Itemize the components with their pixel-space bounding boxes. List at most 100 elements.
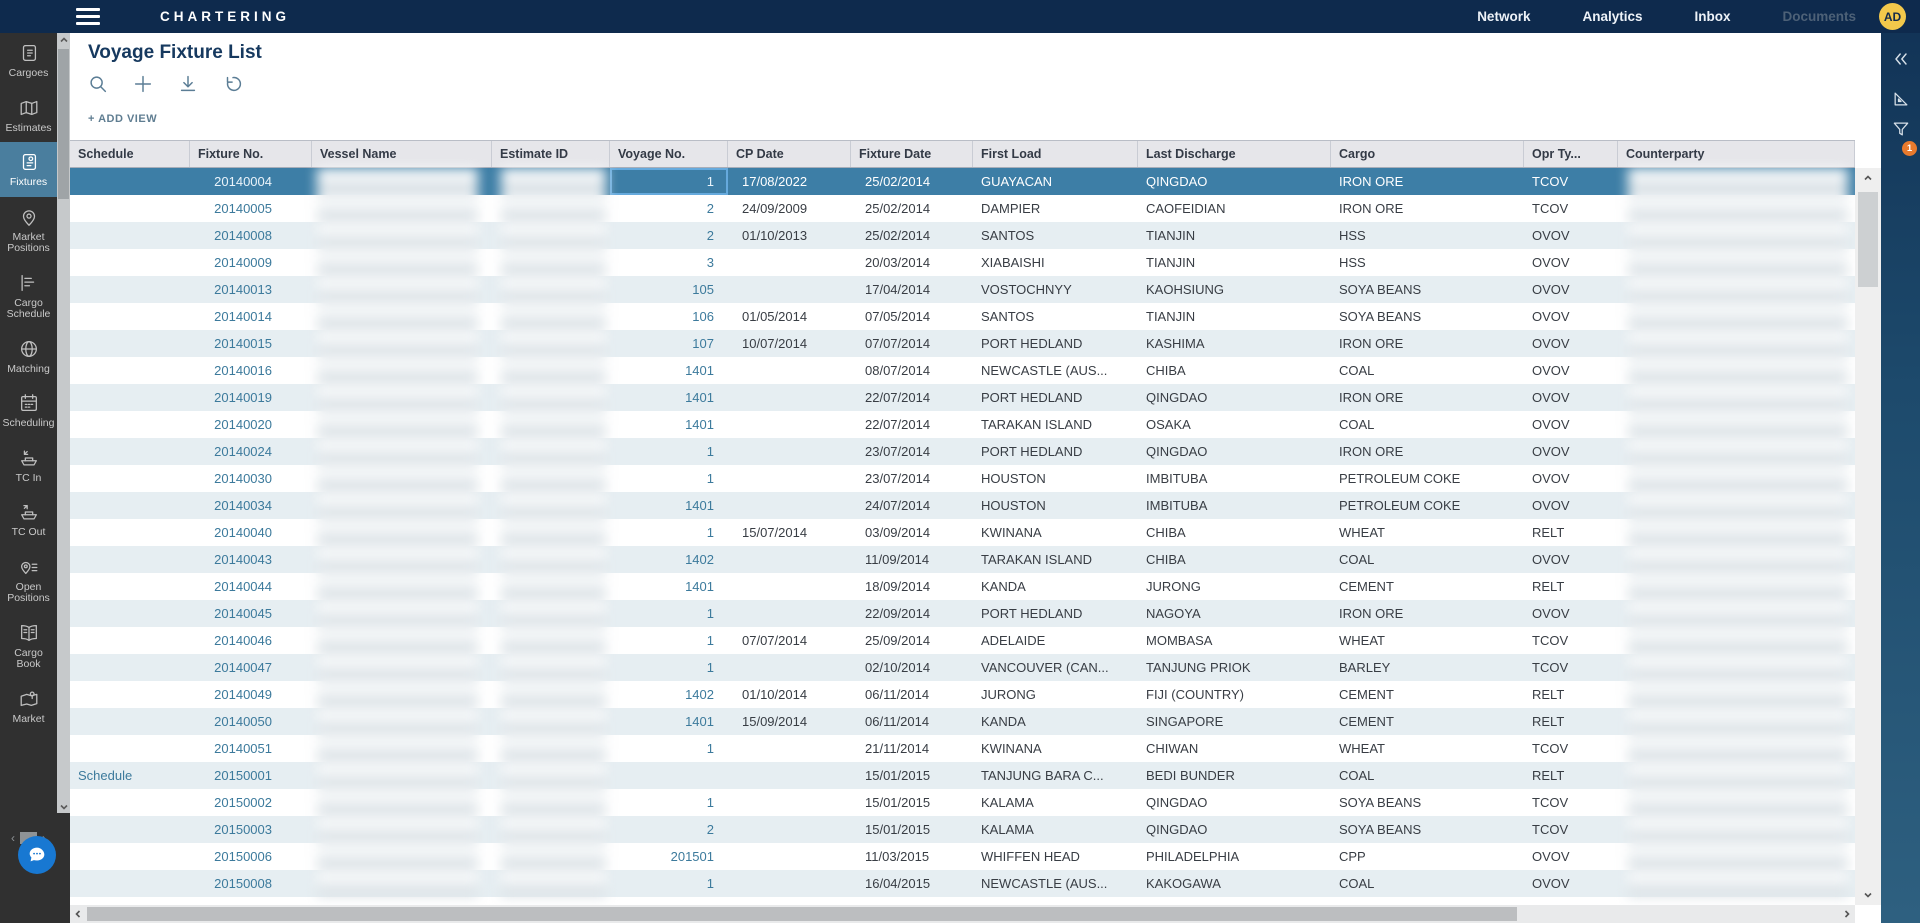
column-header-cp_date[interactable]: CP Date <box>728 141 851 167</box>
table-row[interactable]: 20140049 1402 01/10/2014 06/11/2014 JURONG FI… <box>70 681 1855 708</box>
sidebar-item-cargo-schedule[interactable]: Cargo Schedule <box>0 263 57 329</box>
reset-icon[interactable] <box>221 72 245 96</box>
cell-fixture_no[interactable]: 20150003 <box>214 822 272 837</box>
cell-fixture_no[interactable]: 20140014 <box>214 309 272 324</box>
table-row[interactable]: 20140013 105 17/04/2014 VOSTOCHNYY KAOHSIUNG… <box>70 276 1855 303</box>
column-header-cargo[interactable]: Cargo <box>1331 141 1524 167</box>
avatar[interactable]: AD <box>1879 3 1906 30</box>
cell-voyage_no[interactable]: 1 <box>706 660 714 675</box>
cell-voyage_no[interactable]: 201501 <box>670 849 714 864</box>
nav-item-network[interactable]: Network <box>1477 9 1531 24</box>
column-header-counterparty[interactable]: Counterparty <box>1618 141 1855 167</box>
cell-voyage_no[interactable]: 1 <box>706 633 714 648</box>
scroll-down-icon[interactable] <box>57 800 70 813</box>
table-row[interactable]: 20140050 1401 15/09/2014 06/11/2014 KANDA SIN… <box>70 708 1855 735</box>
cell-fixture_no[interactable]: 20140024 <box>214 444 272 459</box>
add-icon[interactable] <box>131 72 155 96</box>
table-row[interactable]: 20140030 1 23/07/2014 HOUSTON IMBITUBA PETROL… <box>70 465 1855 492</box>
column-header-fixture_date[interactable]: Fixture Date <box>851 141 973 167</box>
cell-voyage_no[interactable] <box>610 762 728 789</box>
cell-voyage_no[interactable]: 1 <box>706 471 714 486</box>
column-header-estimate_id[interactable]: Estimate ID <box>492 141 610 167</box>
cell-voyage_no[interactable]: 1 <box>610 168 728 195</box>
cell-voyage_no[interactable]: 1 <box>706 876 714 891</box>
table-row[interactable]: 20140040 1 15/07/2014 03/09/2014 KWINANA CHIB… <box>70 519 1855 546</box>
cell-fixture_no[interactable]: 20150006 <box>214 849 272 864</box>
sidebar-item-tc-out[interactable]: TC Out <box>0 492 57 547</box>
cell-voyage_no[interactable]: 1 <box>706 444 714 459</box>
table-row[interactable]: 20140024 1 23/07/2014 PORT HEDLAND QINGDAO IR… <box>70 438 1855 465</box>
table-row[interactable]: 20140008 2 01/10/2013 25/02/2014 SANTOS TIANJ… <box>70 222 1855 249</box>
table-vertical-scrollbar-thumb[interactable] <box>1858 192 1878 287</box>
filter-icon[interactable] <box>1881 115 1920 143</box>
sidebar-item-fixtures[interactable]: Fixtures <box>0 142 57 197</box>
cell-schedule[interactable]: Schedule <box>78 768 133 783</box>
cell-voyage_no[interactable]: 106 <box>692 309 714 324</box>
sidebar-item-market-positions[interactable]: Market Positions <box>0 197 57 263</box>
table-row[interactable]: 20140005 2 24/09/2009 25/02/2014 DAMPIER CAOF… <box>70 195 1855 222</box>
cell-voyage_no[interactable]: 105 <box>692 282 714 297</box>
sidebar-item-open-positions[interactable]: Open Positions <box>0 547 57 613</box>
cell-voyage_no[interactable]: 1401 <box>685 417 714 432</box>
column-header-fixture_no[interactable]: Fixture No. <box>190 141 312 167</box>
column-header-vessel_name[interactable]: Vessel Name <box>312 141 492 167</box>
chat-button[interactable] <box>18 836 56 874</box>
cell-fixture_no[interactable]: 20140030 <box>214 471 272 486</box>
cell-fixture_no[interactable]: 20140004 <box>214 174 272 189</box>
table-row[interactable]: 20150003 2 15/01/2015 KALAMA QINGDAO SOYA BEA… <box>70 816 1855 843</box>
cell-fixture_no[interactable]: 20140020 <box>214 417 272 432</box>
hamburger-menu-icon[interactable] <box>76 8 100 25</box>
cell-voyage_no[interactable]: 1 <box>706 606 714 621</box>
cell-fixture_no[interactable]: 20140045 <box>214 606 272 621</box>
scroll-up-icon[interactable] <box>1855 168 1881 188</box>
sidebar-item-estimates[interactable]: Estimates <box>0 88 57 143</box>
cell-fixture_no[interactable]: 20140050 <box>214 714 272 729</box>
cell-fixture_no[interactable]: 20140008 <box>214 228 272 243</box>
cell-voyage_no[interactable]: 2 <box>706 201 714 216</box>
table-row[interactable]: 20140043 1402 11/09/2014 TARAKAN ISLAND CHIB… <box>70 546 1855 573</box>
table-row[interactable]: 20140045 1 22/09/2014 PORT HEDLAND NAGOYA IRO… <box>70 600 1855 627</box>
column-header-schedule[interactable]: Schedule <box>70 141 190 167</box>
cell-fixture_no[interactable]: 20140051 <box>214 741 272 756</box>
table-row[interactable]: 20150008 1 16/04/2015 NEWCASTLE (AUS... KAKO… <box>70 870 1855 897</box>
table-row[interactable]: 20140019 1401 22/07/2014 PORT HEDLAND QINGDA… <box>70 384 1855 411</box>
table-row[interactable]: 20140044 1401 18/09/2014 KANDA JURONG CEMENT R… <box>70 573 1855 600</box>
cell-fixture_no[interactable]: 20140034 <box>214 498 272 513</box>
cell-voyage_no[interactable]: 107 <box>692 336 714 351</box>
cell-voyage_no[interactable]: 1402 <box>685 552 714 567</box>
nav-item-analytics[interactable]: Analytics <box>1582 9 1643 24</box>
table-row[interactable]: 20140051 1 21/11/2014 KWINANA CHIWAN WHEAT TCO… <box>70 735 1855 762</box>
cell-voyage_no[interactable]: 1 <box>706 741 714 756</box>
cell-voyage_no[interactable]: 1401 <box>685 498 714 513</box>
column-header-last_discharge[interactable]: Last Discharge <box>1138 141 1331 167</box>
cell-fixture_no[interactable]: 20150002 <box>214 795 272 810</box>
cell-fixture_no[interactable]: 20140040 <box>214 525 272 540</box>
scroll-left-icon[interactable]: ‹ <box>11 831 15 845</box>
scroll-right-icon[interactable] <box>1839 905 1855 923</box>
sidebar-item-scheduling[interactable]: Scheduling <box>0 383 57 438</box>
table-row[interactable]: 20140047 1 02/10/2014 VANCOUVER (CAN... TANJ… <box>70 654 1855 681</box>
cell-fixture_no[interactable]: 20150008 <box>214 876 272 891</box>
sidebar-item-cargo-book[interactable]: Cargo Book <box>0 613 57 679</box>
download-icon[interactable] <box>176 72 200 96</box>
table-row[interactable]: 20140015 107 10/07/2014 07/07/2014 PORT HEDL… <box>70 330 1855 357</box>
cell-voyage_no[interactable]: 1401 <box>685 579 714 594</box>
cell-voyage_no[interactable]: 1401 <box>685 714 714 729</box>
column-header-opr_type[interactable]: Opr Ty... <box>1524 141 1618 167</box>
cell-fixture_no[interactable]: 20140013 <box>214 282 272 297</box>
cell-fixture_no[interactable]: 20140009 <box>214 255 272 270</box>
table-row[interactable]: 20150002 1 15/01/2015 KALAMA QINGDAO SOYA BEA… <box>70 789 1855 816</box>
collapse-icon[interactable] <box>1881 45 1920 73</box>
cell-fixture_no[interactable]: 20150001 <box>214 768 272 783</box>
scroll-left-icon[interactable] <box>70 905 86 923</box>
cell-fixture_no[interactable]: 20140047 <box>214 660 272 675</box>
table-row[interactable]: 20140020 1401 22/07/2014 TARAKAN ISLAND OSAK… <box>70 411 1855 438</box>
scroll-down-icon[interactable] <box>1855 885 1881 905</box>
sidebar-item-cargoes[interactable]: Cargoes <box>0 33 57 88</box>
scroll-up-icon[interactable] <box>57 33 70 46</box>
cell-fixture_no[interactable]: 20140005 <box>214 201 272 216</box>
sidebar-item-tc-in[interactable]: TC In <box>0 438 57 493</box>
table-row[interactable]: 20140004 1 17/08/2022 25/02/2014 GUAYACAN QIN… <box>70 168 1855 195</box>
cell-fixture_no[interactable]: 20140046 <box>214 633 272 648</box>
table-row[interactable]: 20140034 1401 24/07/2014 HOUSTON IMBITUBA PET… <box>70 492 1855 519</box>
